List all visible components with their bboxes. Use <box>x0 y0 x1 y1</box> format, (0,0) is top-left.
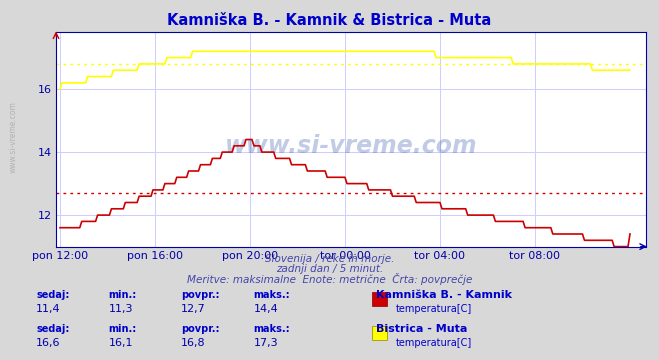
Text: 11,3: 11,3 <box>109 304 133 314</box>
Text: 12,7: 12,7 <box>181 304 206 314</box>
Text: Meritve: maksimalne  Enote: metrične  Črta: povprečje: Meritve: maksimalne Enote: metrične Črta… <box>186 273 473 285</box>
Text: maks.:: maks.: <box>254 290 291 300</box>
Text: maks.:: maks.: <box>254 324 291 334</box>
Text: 11,4: 11,4 <box>36 304 61 314</box>
Text: Bistrica - Muta: Bistrica - Muta <box>376 324 467 334</box>
Text: Kamniška B. - Kamnik & Bistrica - Muta: Kamniška B. - Kamnik & Bistrica - Muta <box>167 13 492 28</box>
Text: temperatura[C]: temperatura[C] <box>395 338 472 348</box>
Text: Kamniška B. - Kamnik: Kamniška B. - Kamnik <box>376 290 511 300</box>
Text: sedaj:: sedaj: <box>36 324 70 334</box>
Text: 16,6: 16,6 <box>36 338 61 348</box>
Text: sedaj:: sedaj: <box>36 290 70 300</box>
Text: temperatura[C]: temperatura[C] <box>395 304 472 314</box>
Text: www.si-vreme.com: www.si-vreme.com <box>9 101 18 173</box>
Text: Slovenija / reke in morje.: Slovenija / reke in morje. <box>265 254 394 264</box>
Text: www.si-vreme.com: www.si-vreme.com <box>225 134 477 158</box>
Text: 14,4: 14,4 <box>254 304 279 314</box>
Text: min.:: min.: <box>109 290 137 300</box>
Text: 16,1: 16,1 <box>109 338 133 348</box>
Text: zadnji dan / 5 minut.: zadnji dan / 5 minut. <box>276 264 383 274</box>
Text: min.:: min.: <box>109 324 137 334</box>
Text: povpr.:: povpr.: <box>181 290 219 300</box>
Text: 16,8: 16,8 <box>181 338 206 348</box>
Text: 17,3: 17,3 <box>254 338 278 348</box>
Text: povpr.:: povpr.: <box>181 324 219 334</box>
